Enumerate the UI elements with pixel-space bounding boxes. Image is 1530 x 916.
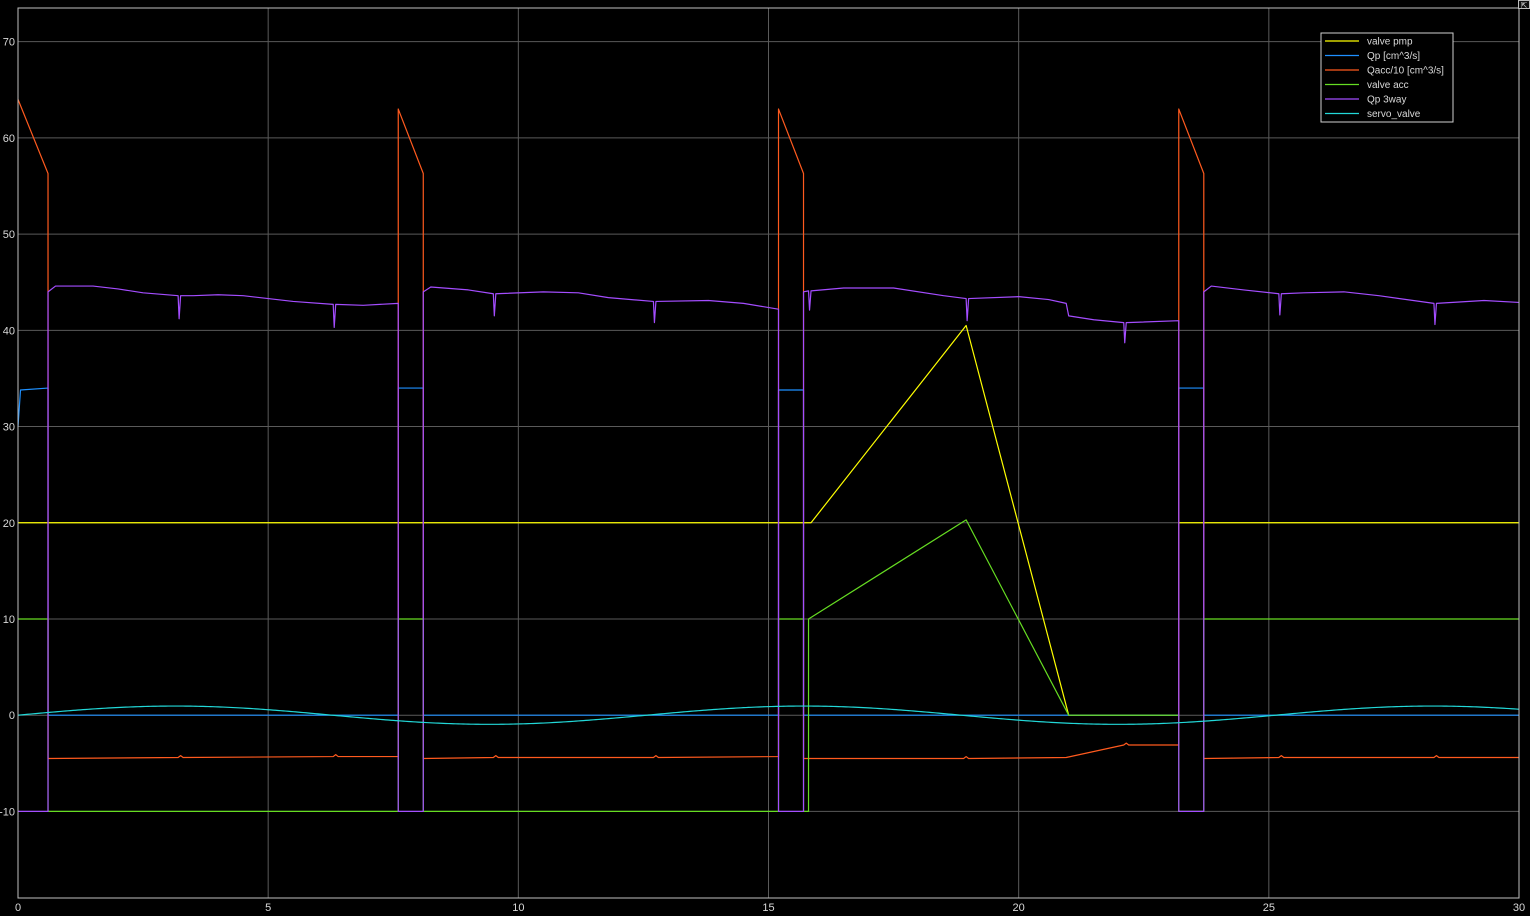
series-line-qacc-10-cm-3-s xyxy=(17,99,1519,760)
x-tick-label: 0 xyxy=(15,902,21,914)
legend[interactable]: valve pmp Qp [cm^3/s] Qacc/10 [cm^3/s] valv… xyxy=(1320,32,1454,123)
x-tick-label: 20 xyxy=(1013,902,1025,914)
axes-frame xyxy=(17,7,1520,899)
legend-entry-label: servo_valve xyxy=(1367,109,1421,120)
y-tick-label: 20 xyxy=(3,518,15,530)
x-tick-label: 30 xyxy=(1513,902,1525,914)
y-tick-label: 10 xyxy=(3,614,15,626)
series-lines xyxy=(17,99,1520,813)
y-tick-label: 30 xyxy=(3,422,15,434)
axes xyxy=(17,7,1520,899)
series-line-servo-valve xyxy=(17,705,1520,725)
legend-entry-label: Qp [cm^3/s] xyxy=(1367,51,1420,62)
legend-entry-label: valve acc xyxy=(1367,80,1409,91)
y-tick-label: 70 xyxy=(3,37,15,49)
y-tick-label: -10 xyxy=(0,806,15,818)
undock-icon[interactable]: ⇱ xyxy=(1518,0,1530,10)
grid-lines xyxy=(17,8,1520,898)
legend-entry-label: valve pmp xyxy=(1367,37,1413,48)
series-line-qp-3way xyxy=(18,285,1520,813)
y-tick-label: 0 xyxy=(9,710,15,722)
legend-entry-label: Qp 3way xyxy=(1367,95,1406,106)
x-tick-label: 25 xyxy=(1263,902,1275,914)
x-tick-label: 10 xyxy=(512,902,524,914)
tick-labels: 0 5 10 15 20 25 30 -10 0 10 20 30 40 50 60 70 xyxy=(0,37,1525,914)
x-tick-label: 15 xyxy=(762,902,774,914)
y-tick-label: 60 xyxy=(3,133,15,145)
legend-entry-label: Qacc/10 [cm^3/s] xyxy=(1367,66,1444,77)
y-tick-label: 50 xyxy=(3,229,15,241)
y-tick-label: 40 xyxy=(3,325,15,337)
legend-box xyxy=(1320,32,1454,123)
x-tick-label: 5 xyxy=(265,902,271,914)
